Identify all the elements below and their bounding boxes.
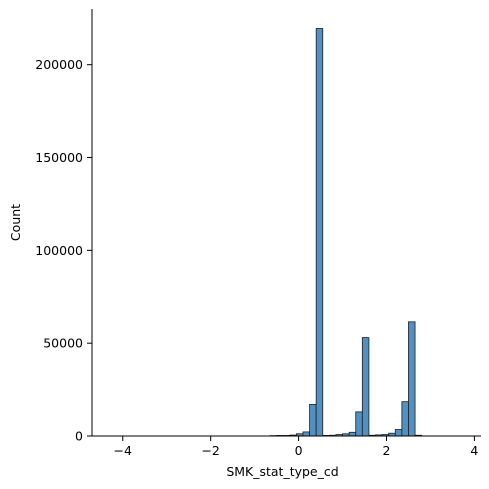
histogram-bar	[348, 431, 357, 437]
x-tick-label: 2	[383, 443, 391, 458]
y-axis-ticks: 0 50000 100000 150000 200000	[35, 57, 92, 444]
x-tick-label: 4	[470, 443, 478, 458]
y-tick-label: 0	[75, 429, 83, 444]
x-tick-label: −2	[201, 443, 219, 458]
y-tick-label: 50000	[43, 336, 83, 351]
x-axis-label: SMK_stat_type_cd	[226, 464, 338, 479]
histogram-bar	[401, 401, 409, 437]
y-tick-label: 100000	[35, 243, 83, 258]
y-axis-label: Count	[8, 204, 23, 241]
histogram-bar	[315, 28, 324, 437]
x-axis-ticks: −4 −2 0 2 4	[114, 436, 478, 458]
histogram-bar	[394, 429, 403, 437]
histogram-bars	[269, 28, 423, 437]
x-tick-label: −4	[114, 443, 132, 458]
histogram-bar	[355, 411, 363, 437]
histogram-bar	[309, 404, 317, 437]
histogram-bar	[302, 431, 310, 437]
y-tick-label: 150000	[35, 150, 83, 165]
y-tick-label: 200000	[35, 57, 83, 72]
histogram-bar	[361, 337, 370, 437]
histogram-bar	[408, 321, 416, 437]
x-tick-label: 0	[295, 443, 303, 458]
